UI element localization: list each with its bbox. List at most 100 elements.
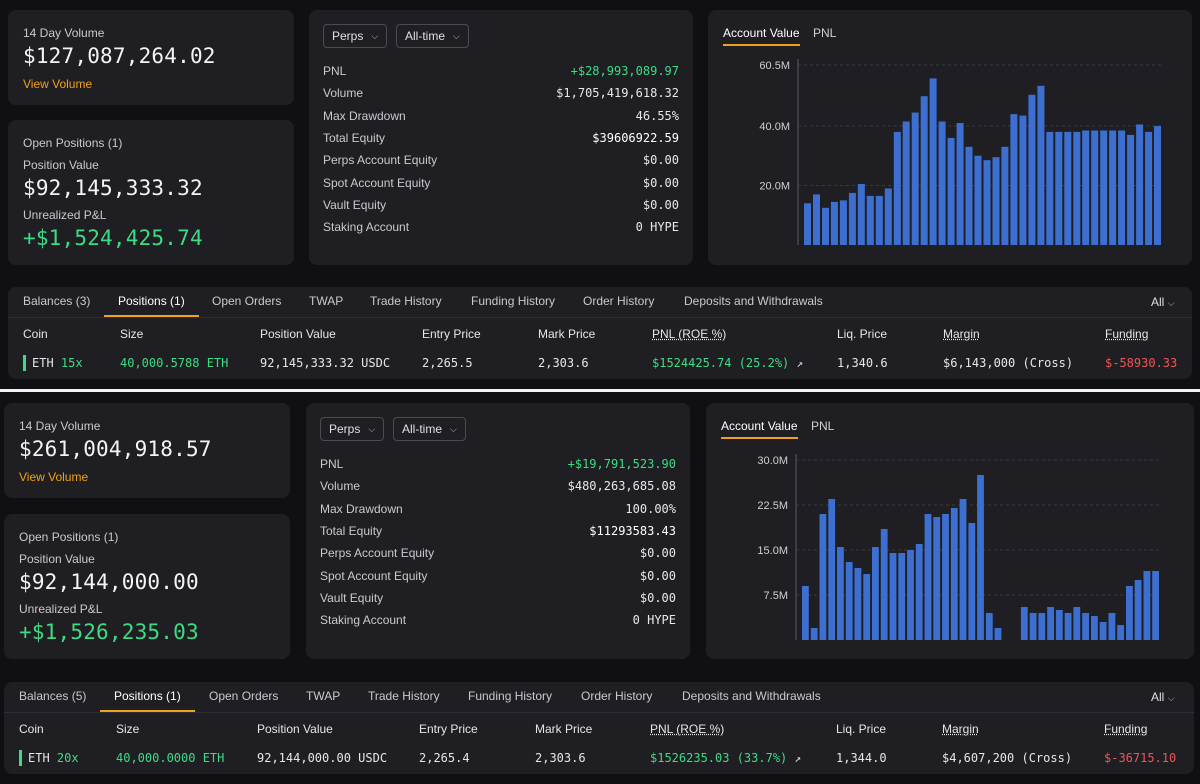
col-margin[interactable]: Margin <box>943 327 980 341</box>
col-margin[interactable]: Margin <box>942 722 979 736</box>
bar[interactable] <box>907 550 914 640</box>
bar[interactable] <box>933 517 941 640</box>
bar[interactable] <box>1037 85 1045 245</box>
bar[interactable] <box>1019 115 1027 245</box>
tab-trade-history[interactable]: Trade History <box>370 294 442 308</box>
bar[interactable] <box>915 544 923 640</box>
view-volume-link[interactable]: View Volume <box>23 77 93 91</box>
bar[interactable] <box>1020 607 1028 640</box>
bar[interactable] <box>866 195 874 245</box>
bar[interactable] <box>1099 622 1107 640</box>
bar[interactable] <box>884 188 892 246</box>
all-filter-dropdown[interactable]: All ⌵ <box>1151 690 1175 704</box>
bar[interactable] <box>929 78 937 246</box>
bar[interactable] <box>854 568 862 640</box>
bar[interactable] <box>848 192 856 245</box>
tab-twap[interactable]: TWAP <box>306 689 341 703</box>
coin-cell[interactable]: ETH 20x <box>28 751 79 765</box>
tab-open-orders[interactable]: Open Orders <box>212 294 282 308</box>
bar[interactable] <box>1127 134 1135 245</box>
bar[interactable] <box>924 514 932 640</box>
bar[interactable] <box>872 547 879 640</box>
bar[interactable] <box>822 207 829 245</box>
bar[interactable] <box>985 613 993 640</box>
bar[interactable] <box>920 96 928 245</box>
bar[interactable] <box>1001 146 1009 245</box>
tab-twap[interactable]: TWAP <box>309 294 344 308</box>
bar[interactable] <box>1117 625 1124 640</box>
bar[interactable] <box>1091 616 1098 640</box>
bar[interactable] <box>1082 613 1089 640</box>
bar[interactable] <box>1064 613 1072 640</box>
bar[interactable] <box>1010 114 1018 245</box>
range-dropdown[interactable]: All-time ⌵ <box>396 24 469 48</box>
tab-account-value[interactable]: Account Value <box>721 419 798 439</box>
bar[interactable] <box>965 146 973 245</box>
bar[interactable] <box>802 586 809 640</box>
bar[interactable] <box>1055 131 1063 245</box>
col-pnl-roe[interactable]: PNL (ROE %) <box>650 722 725 736</box>
tab-positions[interactable]: Positions (1) <box>104 287 199 317</box>
col-funding[interactable]: Funding <box>1105 327 1149 341</box>
bar[interactable] <box>813 194 820 245</box>
market-dropdown[interactable]: Perps ⌵ <box>320 417 385 441</box>
bar[interactable] <box>992 157 1000 245</box>
bar[interactable] <box>1136 124 1144 246</box>
bar[interactable] <box>1082 130 1090 246</box>
bar[interactable] <box>1073 607 1081 640</box>
bar[interactable] <box>959 499 967 640</box>
bar[interactable] <box>837 547 844 640</box>
col-pnl-roe[interactable]: PNL (ROE %) <box>652 327 727 341</box>
bar[interactable] <box>863 574 871 640</box>
bar[interactable] <box>810 628 818 640</box>
bar[interactable] <box>845 562 853 640</box>
bar[interactable] <box>994 628 1002 640</box>
bar[interactable] <box>1134 580 1142 640</box>
bar[interactable] <box>1091 130 1099 246</box>
bar[interactable] <box>1108 613 1116 640</box>
coin-cell[interactable]: ETH 15x <box>32 356 83 370</box>
all-filter-dropdown[interactable]: All ⌵ <box>1151 295 1175 309</box>
tab-funding-history[interactable]: Funding History <box>471 294 556 308</box>
bar[interactable] <box>1100 130 1108 246</box>
bar[interactable] <box>983 160 991 245</box>
bar[interactable] <box>875 195 883 245</box>
bar[interactable] <box>830 201 838 245</box>
bar[interactable] <box>1028 94 1036 245</box>
tab-order-history[interactable]: Order History <box>581 689 653 703</box>
bar[interactable] <box>977 475 984 640</box>
tab-balances[interactable]: Balances (5) <box>19 689 87 703</box>
tab-account-value[interactable]: Account Value <box>723 26 800 46</box>
bar[interactable] <box>902 121 910 246</box>
bar[interactable] <box>1029 613 1037 640</box>
bar[interactable] <box>911 112 919 245</box>
bar[interactable] <box>950 508 958 640</box>
bar[interactable] <box>947 137 955 245</box>
external-link-icon[interactable]: ↗ <box>794 752 802 765</box>
bar[interactable] <box>1143 571 1151 640</box>
bar[interactable] <box>1152 571 1159 640</box>
bar[interactable] <box>974 155 982 245</box>
tab-trade-history[interactable]: Trade History <box>368 689 440 703</box>
bar[interactable] <box>938 121 946 246</box>
bar[interactable] <box>1145 131 1153 245</box>
bar[interactable] <box>819 514 827 640</box>
col-funding[interactable]: Funding <box>1104 722 1148 736</box>
bar[interactable] <box>1046 131 1054 245</box>
tab-balances[interactable]: Balances (3) <box>23 294 91 308</box>
market-dropdown[interactable]: Perps ⌵ <box>323 24 388 48</box>
range-dropdown[interactable]: All-time ⌵ <box>393 417 466 441</box>
bar[interactable] <box>804 203 811 245</box>
bar[interactable] <box>1073 131 1081 245</box>
bar[interactable] <box>828 499 836 640</box>
tab-positions[interactable]: Positions (1) <box>100 682 195 712</box>
external-link-icon[interactable]: ↗ <box>796 357 804 370</box>
tab-deposits-withdrawals[interactable]: Deposits and Withdrawals <box>682 689 821 703</box>
bar[interactable] <box>889 553 897 640</box>
bar[interactable] <box>1109 130 1117 246</box>
bar[interactable] <box>880 529 888 640</box>
bar[interactable] <box>1118 130 1126 246</box>
bar[interactable] <box>839 200 847 245</box>
tab-funding-history[interactable]: Funding History <box>468 689 553 703</box>
tab-order-history[interactable]: Order History <box>583 294 655 308</box>
